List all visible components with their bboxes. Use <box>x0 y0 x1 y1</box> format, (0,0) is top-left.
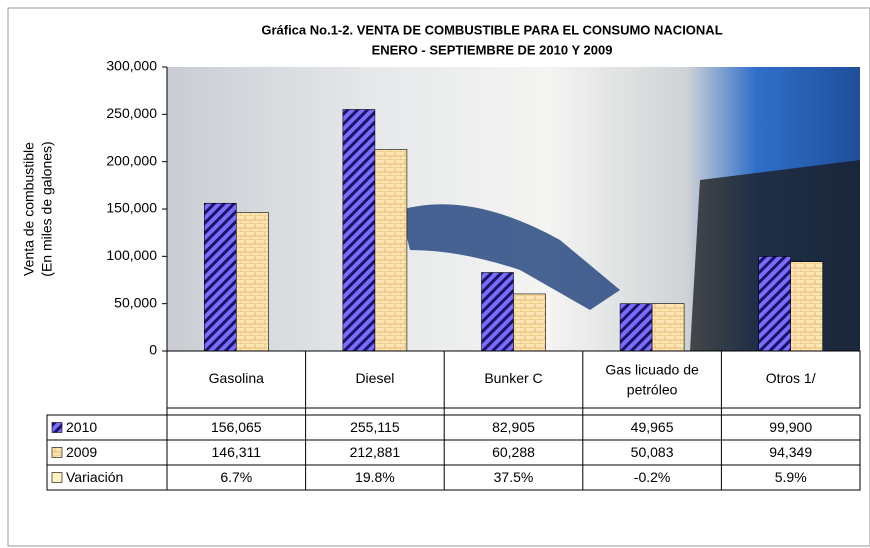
table-value: 99,900 <box>769 419 812 435</box>
table-value: 6.7% <box>220 469 252 485</box>
y-tick-label: 300,000 <box>106 58 157 74</box>
table-value: 255,115 <box>350 419 400 435</box>
table-value: 94,349 <box>769 444 812 460</box>
nozzle <box>400 204 620 310</box>
table-value: 19.8% <box>355 469 395 485</box>
table-cell <box>46 464 861 491</box>
bar <box>651 303 685 352</box>
bar <box>790 261 824 352</box>
chart-title: Gráfica No.1-2. VENTA DE COMBUSTIBLE PAR… <box>261 22 722 37</box>
legend-swatch <box>51 447 63 458</box>
table-value: 156,065 <box>211 419 262 435</box>
x-tick-label: Diesel <box>355 370 394 386</box>
legend-swatch <box>51 472 63 483</box>
bar <box>374 149 408 352</box>
bar <box>236 212 269 352</box>
table-value: 82,905 <box>492 419 535 435</box>
y-tick-label: 0 <box>149 342 157 358</box>
table-value: 50,083 <box>631 444 674 460</box>
x-tick-label: Gas licuado de petróleo <box>605 361 699 397</box>
table-value: 5.9% <box>775 469 807 485</box>
legend-label: Variación <box>66 469 123 485</box>
bar <box>758 256 792 352</box>
x-tick-label: Gasolina <box>209 370 264 386</box>
bar <box>619 303 653 352</box>
y-axis-label: Venta de combustible <box>21 142 37 276</box>
x-tick-label: Bunker C <box>484 370 542 386</box>
y-tick-label: 250,000 <box>106 105 157 121</box>
y-tick-label: 150,000 <box>106 200 157 216</box>
legend-label: 2010 <box>66 419 97 435</box>
table-value: 37.5% <box>494 469 534 485</box>
x-tick-label: Otros 1/ <box>766 370 816 386</box>
bar <box>513 293 546 352</box>
table-value: 212,881 <box>350 444 401 460</box>
table-value: 49,965 <box>631 419 674 435</box>
y-tick-label: 50,000 <box>114 294 157 310</box>
table-value: -0.2% <box>634 469 671 485</box>
bar <box>481 272 514 352</box>
legend-label: 2009 <box>66 444 97 460</box>
y-tick-label: 200,000 <box>106 152 157 168</box>
bar <box>342 109 376 352</box>
y-tick-label: 100,000 <box>106 247 157 263</box>
table-value: 60,288 <box>492 444 535 460</box>
legend-swatch <box>51 422 63 433</box>
table-value: 146,311 <box>212 444 262 460</box>
y-axis-label: (En miles de galones) <box>39 141 55 276</box>
bar <box>204 202 237 352</box>
chart-title: ENERO - SEPTIEMBRE DE 2010 Y 2009 <box>372 42 613 57</box>
